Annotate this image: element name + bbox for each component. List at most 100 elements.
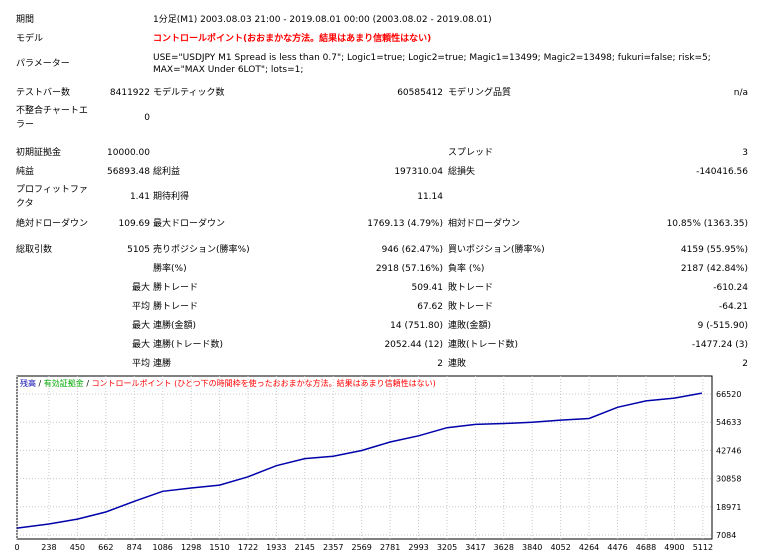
model-value: コントロールポイント(おおまかな方法。結果はあまり信頼性はない) bbox=[153, 34, 432, 44]
consec-profit-value: 2052.44 (12) bbox=[384, 340, 443, 350]
x-tick-label: 4052 bbox=[550, 543, 570, 552]
errors-label-line1: 不整合チャートエ bbox=[16, 106, 88, 116]
quality-label: モデリング品質 bbox=[448, 88, 512, 98]
balance-chart: 残高 / 有効証拠金 / コントロールポイント (ひとつ下の時間枠を使ったおおま… bbox=[14, 375, 741, 552]
max-label-2: 最大 bbox=[131, 321, 150, 331]
rel-drawdown-value: 10.85% (1363.35) bbox=[666, 219, 748, 229]
x-tick-label: 2569 bbox=[352, 543, 372, 552]
legend-balance: 残高 bbox=[20, 378, 36, 388]
ticks-label: モデルティック数 bbox=[153, 88, 225, 98]
max-loss-value: -610.24 bbox=[713, 283, 748, 293]
gross-loss-value: -140416.56 bbox=[696, 167, 748, 177]
consec-wins-value: 14 (751.80) bbox=[390, 321, 443, 331]
expected-payoff-value: 11.14 bbox=[417, 192, 443, 202]
errors-label-line2: ラー bbox=[16, 120, 35, 130]
consec-loss-label: 連敗(トレード数) bbox=[448, 340, 519, 350]
params-value-line2: MAX="MAX Under 6LOT"; lots=1; bbox=[153, 65, 304, 75]
long-positions-label: 買いポジション(勝率%) bbox=[448, 245, 545, 255]
deposit-value: 10000.00 bbox=[107, 148, 150, 158]
loss-rate-value: 2187 (42.84%) bbox=[680, 264, 748, 274]
consec-losses-value: 9 (-515.90) bbox=[697, 321, 748, 331]
total-trades-label: 総取引数 bbox=[16, 245, 53, 255]
spread-value: 3 bbox=[742, 148, 748, 158]
total-trades-value: 5105 bbox=[127, 245, 150, 255]
legend-sep-2: / bbox=[84, 379, 92, 388]
avg-consec-wins-value: 2 bbox=[437, 359, 443, 369]
deposit-label: 初期証拠金 bbox=[16, 148, 62, 158]
max-label-3: 最大 bbox=[131, 340, 150, 350]
x-tick-label: 4688 bbox=[636, 543, 656, 552]
max-drawdown-label: 最大ドローダウン bbox=[153, 219, 226, 229]
x-tick-label: 4900 bbox=[664, 543, 684, 552]
x-tick-label: 2781 bbox=[380, 543, 400, 552]
x-tick-label: 3417 bbox=[465, 543, 485, 552]
y-tick-label: 30858 bbox=[716, 475, 741, 484]
x-tick-label: 0 bbox=[14, 543, 19, 552]
x-tick-label: 3840 bbox=[522, 543, 542, 552]
bars-label: テストバー数 bbox=[16, 88, 71, 98]
expected-payoff-label: 期待利得 bbox=[153, 192, 190, 202]
bars-value: 8411922 bbox=[109, 88, 150, 98]
errors-value: 0 bbox=[144, 113, 150, 123]
chart-grid bbox=[16, 376, 712, 539]
quality-value: n/a bbox=[733, 88, 748, 98]
x-tick-label: 874 bbox=[127, 543, 142, 552]
x-tick-label: 4476 bbox=[607, 543, 627, 552]
max-drawdown-value: 1769.13 (4.79%) bbox=[367, 219, 443, 229]
loss-rate-label: 負率 (%) bbox=[448, 264, 485, 274]
profit-factor-label-line2: クタ bbox=[16, 199, 34, 209]
x-tick-label: 4264 bbox=[579, 543, 599, 552]
rel-drawdown-label: 相対ドローダウン bbox=[448, 219, 521, 229]
x-tick-label: 3628 bbox=[494, 543, 514, 552]
gross-profit-label: 総利益 bbox=[153, 167, 181, 177]
avg-win-value: 67.62 bbox=[417, 302, 443, 312]
chart-legend: 残高 / 有効証拠金 / コントロールポイント (ひとつ下の時間枠を使ったおおま… bbox=[20, 378, 436, 388]
win-rate-value: 2918 (57.16%) bbox=[375, 264, 443, 274]
params-value-line1: USE="USDJPY M1 Spread is less than 0.7";… bbox=[153, 53, 711, 63]
x-tick-label: 1722 bbox=[238, 543, 258, 552]
short-positions-label: 売りポジション(勝率%) bbox=[153, 245, 250, 255]
x-tick-label: 1510 bbox=[209, 543, 229, 552]
avg-consec-losses-label: 連敗 bbox=[448, 359, 467, 369]
ticks-value: 60585412 bbox=[397, 88, 443, 98]
x-tick-label: 3205 bbox=[437, 543, 457, 552]
avg-label: 平均 bbox=[131, 302, 150, 312]
consec-wins-label: 連勝(金額) bbox=[153, 321, 197, 331]
x-tick-label: 1086 bbox=[153, 543, 173, 552]
balance-series-line bbox=[16, 392, 703, 529]
x-tick-label: 238 bbox=[41, 543, 56, 552]
chart-frame bbox=[16, 375, 713, 540]
gross-loss-label: 総損失 bbox=[448, 167, 476, 177]
avg-consec-wins-label: 連勝 bbox=[153, 359, 172, 369]
x-tick-label: 1933 bbox=[266, 543, 286, 552]
max-loss-label: 敗トレード bbox=[448, 283, 494, 293]
max-label: 最大 bbox=[131, 283, 150, 293]
avg-label-2: 平均 bbox=[131, 359, 150, 369]
consec-loss-value: -1477.24 (3) bbox=[691, 340, 748, 350]
max-win-label: 勝トレード bbox=[153, 283, 199, 293]
y-tick-label: 54633 bbox=[716, 418, 741, 427]
period-label: 期間 bbox=[16, 15, 35, 25]
legend-equity: 有効証拠金 bbox=[44, 378, 84, 388]
y-tick-label: 7084 bbox=[716, 531, 736, 540]
win-rate-label: 勝率(%) bbox=[153, 264, 187, 274]
params-label: パラメーター bbox=[16, 59, 70, 69]
x-tick-label: 2357 bbox=[323, 543, 343, 552]
abs-drawdown-value: 109.69 bbox=[118, 219, 151, 229]
profit-factor-value: 1.41 bbox=[129, 192, 150, 202]
y-tick-label: 66520 bbox=[716, 390, 741, 399]
legend-model: コントロールポイント (ひとつ下の時間枠を使ったおおまかな方法。結果はあまり信頼… bbox=[92, 378, 436, 388]
spread-label: スプレッド bbox=[448, 148, 494, 158]
short-positions-value: 946 (62.47%) bbox=[381, 245, 443, 255]
gross-profit-value: 197310.04 bbox=[394, 167, 443, 177]
period-value: 1分足(M1) 2003.08.03 21:00 - 2019.08.01 00… bbox=[153, 15, 492, 25]
model-label: モデル bbox=[16, 34, 44, 44]
legend-sep-1: / bbox=[36, 379, 44, 388]
profit-factor-label-line1: プロフィットファ bbox=[16, 185, 88, 195]
y-axis-ticks: 66520 54633 42746 30858 18971 7084 bbox=[716, 390, 741, 540]
net-profit-label: 純益 bbox=[16, 167, 35, 177]
avg-loss-value: -64.21 bbox=[718, 302, 748, 312]
x-tick-label: 662 bbox=[98, 543, 113, 552]
x-tick-label: 2145 bbox=[295, 543, 315, 552]
consec-profit-label: 連勝(トレード数) bbox=[153, 340, 224, 350]
